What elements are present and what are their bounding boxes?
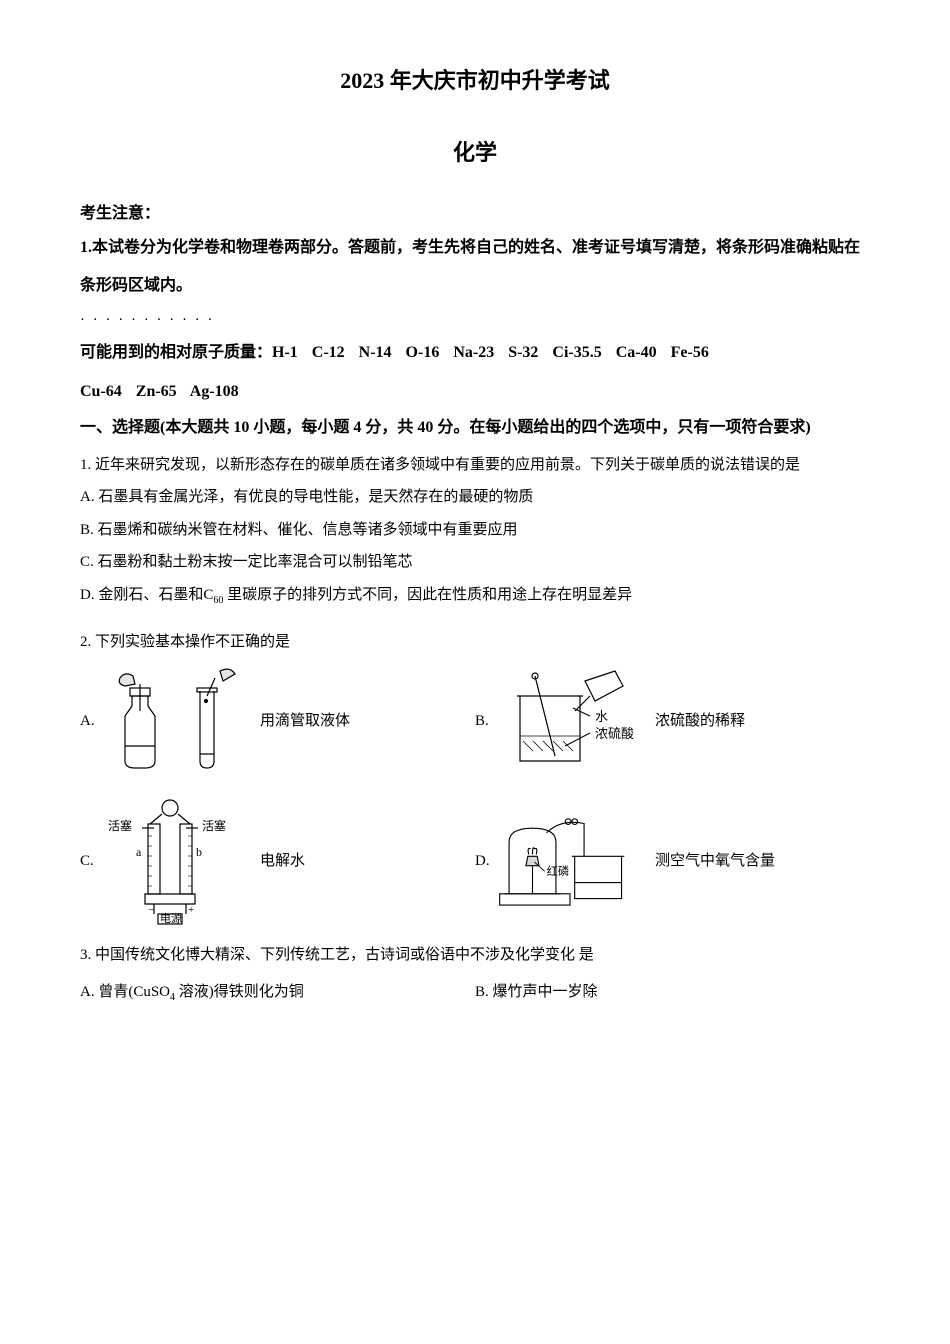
q2-figure-grid: A. 用滴管取液体 B.: [80, 666, 870, 916]
atomic-mass-line2: Cu-64 Zn-65 Ag-108: [80, 373, 870, 411]
q2-c-figure: 活塞 活塞 a b − + 电源: [100, 806, 250, 916]
q1-d-post: 里碳原子的排列方式不同，因此在性质和用途上存在明显差异: [223, 587, 632, 603]
exam-title: 2023 年大庆市初中升学考试: [80, 60, 870, 102]
notice-body: 1.本试卷分为化学卷和物理卷两部分。答题前，考生先将自己的姓名、准考证号填写清楚…: [80, 229, 870, 306]
c-plus: +: [188, 904, 194, 916]
q2-stem: 2. 下列实验基本操作不正确的是: [80, 628, 870, 657]
q2-b-figure: 水 浓硫酸: [495, 666, 645, 776]
q1-d-sub: 60: [213, 595, 223, 606]
q2-a-figure: [100, 666, 250, 776]
q1-d-c: C: [203, 587, 213, 603]
q1-d-pre: D. 金刚石、石墨和: [80, 587, 203, 603]
c-stop-right: 活塞: [202, 818, 226, 833]
atomic-mass-line1: 可能用到的相对原子质量：H-1 C-12 N-14 O-16 Na-23 S-3…: [80, 334, 870, 372]
b-acid-label: 浓硫酸: [595, 726, 634, 741]
c-b-label: b: [196, 845, 202, 859]
q3-option-a: A. 曾青(CuSO4 溶液)得铁则化为铜: [80, 978, 475, 1007]
b-water-label: 水: [595, 709, 608, 724]
q2-c-label: C.: [80, 847, 100, 876]
q1-option-c: C. 石墨粉和黏土粉末按一定比率混合可以制铅笔芯: [80, 548, 870, 577]
q2-a-label: A.: [80, 707, 100, 736]
q3-option-b: B. 爆竹声中一岁除: [475, 978, 870, 1007]
oxygen-measure-figure-icon: 红磷: [495, 806, 645, 916]
c-power: 电源: [160, 911, 182, 925]
dilution-figure-icon: 水 浓硫酸: [495, 666, 645, 776]
electrolysis-figure-icon: 活塞 活塞 a b − + 电源: [100, 796, 250, 926]
q2-b-label: B.: [475, 707, 495, 736]
q2-d-label: D.: [475, 847, 495, 876]
q2-c-text: 电解水: [250, 847, 475, 876]
c-a-label: a: [136, 845, 142, 859]
q1-option-d: D. 金刚石、石墨和C60 里碳原子的排列方式不同，因此在性质和用途上存在明显差…: [80, 581, 870, 610]
q3-a-cuso: CuSO: [133, 984, 170, 1000]
notice-heading: 考生注意：: [80, 199, 870, 229]
subject-title: 化学: [80, 132, 870, 174]
q3-a-pre: A. 曾青(: [80, 984, 133, 1000]
q1-option-b: B. 石墨烯和碳纳米管在材料、催化、信息等诸多领域中有重要应用: [80, 516, 870, 545]
q2-d-figure: 红磷: [495, 806, 645, 916]
q3-stem: 3. 中国传统文化博大精深、下列传统工艺，古诗词或俗语中不涉及化学变化 是: [80, 941, 870, 970]
q1-option-a: A. 石墨具有金属光泽，有优良的导电性能，是天然存在的最硬的物质: [80, 483, 870, 512]
d-phosphorus-label: 红磷: [547, 865, 570, 878]
c-minus: −: [148, 904, 154, 916]
q2-b-text: 浓硫酸的稀释: [645, 707, 870, 736]
q3-options-row: A. 曾青(CuSO4 溶液)得铁则化为铜 B. 爆竹声中一岁除: [80, 978, 870, 1007]
q1-stem: 1. 近年来研究发现，以新形态存在的碳单质在诸多领域中有重要的应用前景。下列关于…: [80, 451, 870, 480]
section-1-heading: 一、选择题(本大题共 10 小题，每小题 4 分，共 40 分。在每小题给出的四…: [80, 411, 870, 445]
q3-a-post: 溶液)得铁则化为铜: [175, 984, 304, 1000]
dropper-figure-icon: [105, 666, 245, 776]
q2-a-text: 用滴管取液体: [250, 707, 475, 736]
c-stop-left: 活塞: [108, 818, 132, 833]
q1-d-formula: C60: [203, 587, 223, 603]
q3-a-formula: CuSO4: [133, 984, 175, 1000]
q2-d-text: 测空气中氧气含量: [645, 847, 870, 876]
dot-row: · · · · · · · · · · ·: [80, 306, 870, 335]
